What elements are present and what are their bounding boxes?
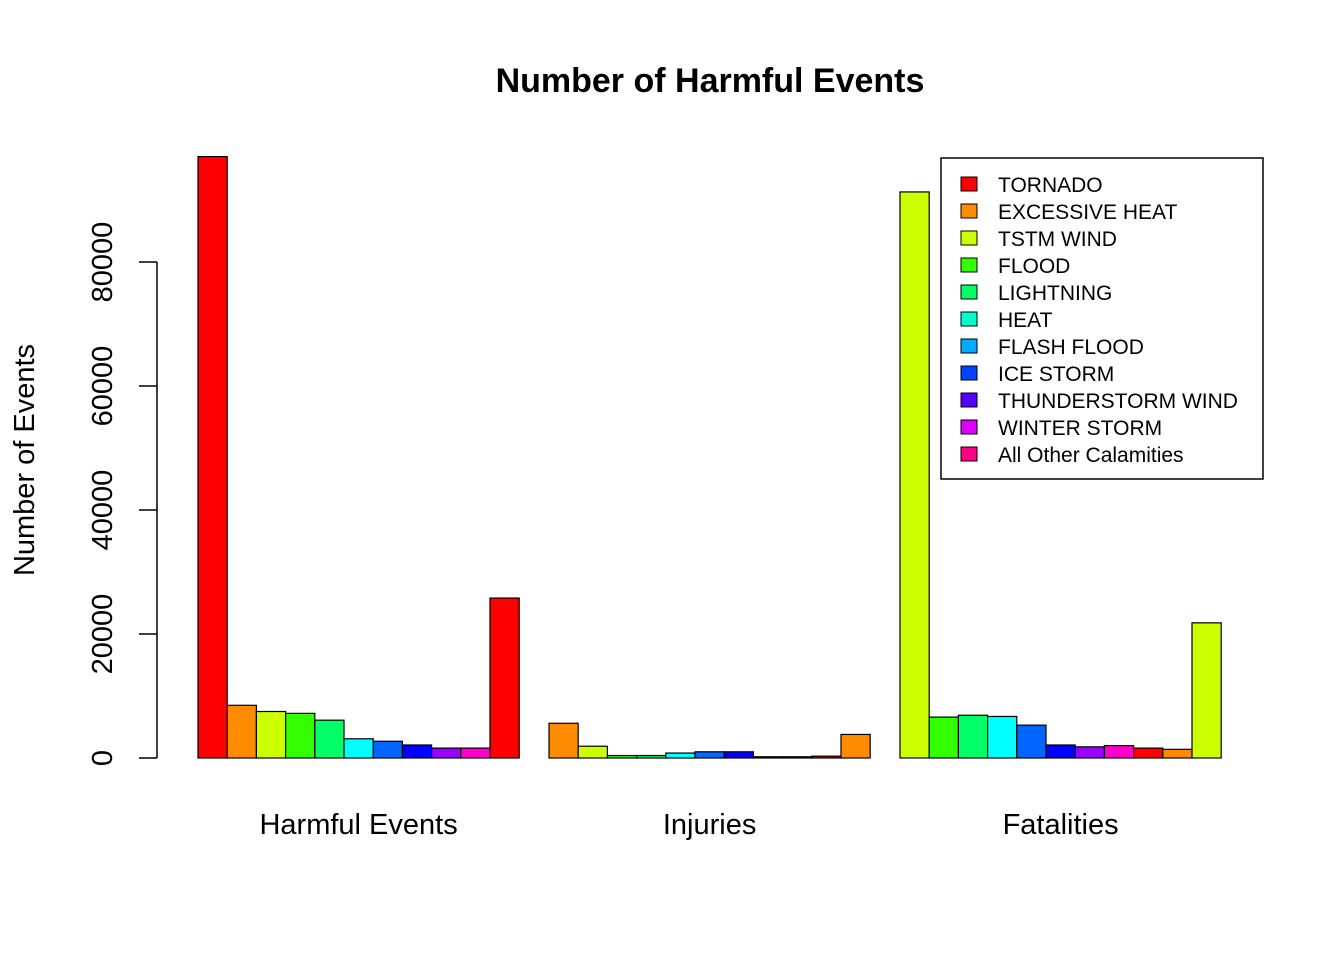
legend-swatch [960,284,978,300]
legend-item: HEAT [960,309,1053,332]
bar [197,156,228,759]
bar [1162,748,1193,759]
bar [781,756,813,759]
legend-item: EXCESSIVE HEAT [960,201,1178,224]
bar [840,733,871,759]
legend-item: LIGHTNING [960,282,1112,305]
legend-label: HEAT [998,309,1053,332]
legend-label: FLASH FLOOD [998,336,1144,359]
bar [314,719,345,759]
y-tick-label: 60000 [87,346,119,427]
bar [665,752,696,759]
bar [401,744,433,759]
bar-group [899,191,1222,759]
bar [635,754,667,759]
legend-item: All Other Calamities [960,444,1184,467]
bar [899,191,930,759]
bar [1045,744,1076,759]
legend-label: All Other Calamities [998,444,1184,467]
bar [577,745,609,759]
legend-swatch [960,338,978,354]
legend-label: LIGHTNING [998,282,1112,305]
legend-item: ICE STORM [960,363,1114,386]
bar-group [548,722,871,759]
bar [928,716,960,759]
bar [752,756,784,759]
legend-label: EXCESSIVE HEAT [998,201,1178,224]
legend-swatch [960,392,978,408]
y-tick-label: 40000 [87,470,119,551]
bar [811,755,842,759]
bar-group [197,156,520,759]
legend-item: FLASH FLOOD [960,336,1144,359]
bar [1191,622,1222,759]
bar [957,714,989,759]
bar [431,747,462,759]
y-axis: 0 20000 40000 60000 80000 [87,222,158,766]
bar [1132,747,1164,759]
legend-item: FLOOD [960,255,1070,278]
legend-swatch [960,365,978,381]
legend-item: THUNDERSTORM WIND [960,390,1238,413]
bar [548,722,579,759]
x-category-label: Fatalities [1003,809,1119,841]
x-category-label: Injuries [663,809,757,841]
bar [694,751,725,759]
legend-item: TORNADO [960,174,1103,197]
bar [255,710,287,759]
legend-item: TSTM WIND [960,228,1117,251]
chart-title: Number of Harmful Events [496,62,925,100]
bar [986,715,1018,759]
legend-entries: TORNADO EXCESSIVE HEAT TSTM WIND FLOOD LIGHT… [960,174,1238,467]
y-axis-label: Number of Events [9,344,41,576]
legend-swatch [960,446,978,462]
bar [1103,744,1135,759]
bar [226,704,257,759]
bar [1074,746,1105,759]
legend-label: WINTER STORM [998,417,1162,440]
bar [343,738,374,759]
legend-swatch [960,203,978,219]
y-tick-label: 0 [87,750,119,766]
legend-swatch [960,176,978,192]
legend: TORNADO EXCESSIVE HEAT TSTM WIND FLOOD LIGHT… [940,157,1264,480]
legend-label: FLOOD [998,255,1070,278]
legend-swatch [960,257,978,273]
bar [1016,724,1047,759]
legend-item: WINTER STORM [960,417,1162,440]
bar-groups [197,156,1222,759]
legend-swatch [960,230,978,246]
group-labels: Harmful Events Injuries Fatalities [259,809,1118,841]
y-tick-label: 20000 [87,594,119,675]
bar [489,597,520,759]
legend-label: THUNDERSTORM WIND [998,390,1238,413]
legend-swatch [960,419,978,435]
bar [606,754,638,759]
bar [460,747,491,759]
x-category-label: Harmful Events [259,809,457,841]
bar [723,751,755,759]
bar [285,712,316,759]
legend-label: ICE STORM [998,363,1114,386]
y-tick-label: 80000 [87,222,119,303]
legend-box [940,157,1264,480]
legend-swatch [960,311,978,327]
legend-label: TSTM WIND [998,228,1117,251]
bar [372,740,404,759]
legend-label: TORNADO [998,174,1103,197]
